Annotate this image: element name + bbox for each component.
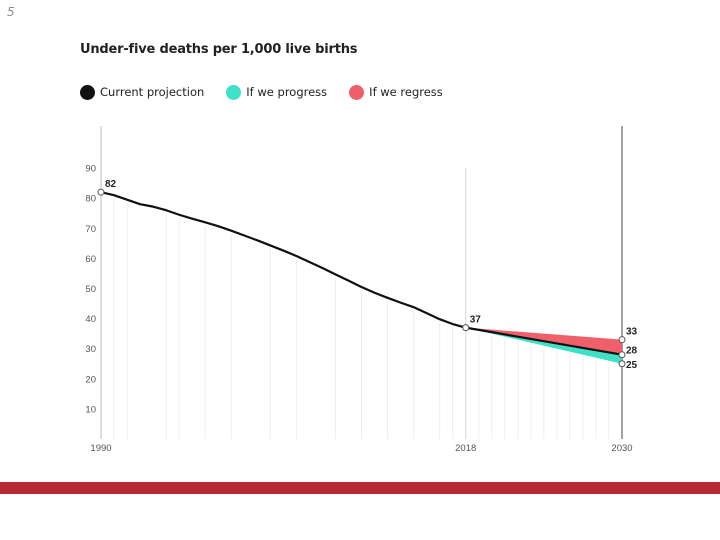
slide-number: 5 — [7, 5, 15, 19]
x-tick-label: 2018 — [455, 443, 476, 454]
legend-label-progress: If we progress — [246, 85, 328, 99]
x-tick-label: 1990 — [90, 443, 111, 454]
legend-item-regress: If we regress — [349, 84, 443, 100]
y-tick-label: 60 — [85, 254, 96, 265]
y-tick-label: 80 — [85, 194, 96, 205]
x-tick-label: 2030 — [611, 443, 632, 454]
legend-swatch-regress — [349, 84, 365, 100]
legend-label-regress: If we regress — [369, 85, 443, 99]
footer-bar — [0, 482, 720, 494]
legend-label-current: Current projection — [100, 85, 205, 99]
y-tick-label: 70 — [85, 224, 96, 235]
data-point-marker — [618, 336, 626, 344]
data-label: 37 — [470, 315, 482, 326]
y-tick-label: 20 — [85, 374, 96, 385]
y-tick-label: 30 — [85, 344, 96, 355]
progress-band — [465, 327, 622, 364]
chart-title: Under-five deaths per 1,000 live births — [80, 42, 358, 57]
y-tick-label: 10 — [85, 404, 96, 415]
current-projection-line — [100, 191, 623, 356]
legend-swatch-progress — [226, 84, 242, 100]
data-point-marker — [618, 360, 626, 368]
y-tick-label: 50 — [85, 284, 96, 295]
chart-legend: Current projection If we progress If we … — [80, 84, 465, 100]
data-point-marker — [97, 188, 105, 196]
legend-item-progress: If we progress — [226, 84, 328, 100]
data-label: 28 — [626, 346, 638, 357]
data-point-marker — [618, 351, 626, 359]
y-tick-label: 40 — [85, 314, 96, 325]
legend-swatch-current — [80, 84, 95, 100]
y-tick-label: 90 — [85, 164, 96, 175]
legend-item-current: Current projection — [80, 84, 205, 100]
data-label: 82 — [105, 179, 117, 190]
data-label: 25 — [626, 360, 638, 371]
data-label: 33 — [626, 327, 638, 338]
data-point-marker — [462, 324, 470, 332]
